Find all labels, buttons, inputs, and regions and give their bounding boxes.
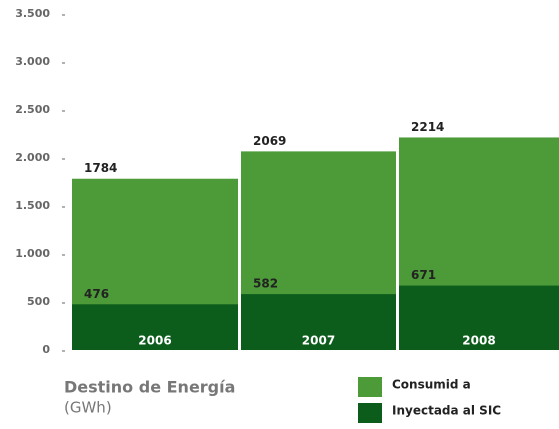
bar xyxy=(241,294,396,350)
chart-title: Destino de Energía xyxy=(64,378,235,397)
y-tick-label: 2.500 xyxy=(15,103,50,116)
y-tick-label: 0 xyxy=(42,343,50,356)
x-tick-label: 2006 xyxy=(138,334,171,348)
legend-swatch xyxy=(358,377,382,397)
y-tick-label: 1.500 xyxy=(15,199,50,212)
value-label: 582 xyxy=(253,277,278,291)
y-tick-label: 2.000 xyxy=(15,151,50,164)
value-label: 671 xyxy=(411,268,436,282)
y-tick-label: 3.000 xyxy=(15,55,50,68)
legend-label: Consumid a xyxy=(392,378,471,392)
y-tick-label: 500 xyxy=(27,295,50,308)
legend-swatch xyxy=(358,403,382,423)
legend-label: Inyectada al SIC xyxy=(392,404,501,418)
x-tick-label: 2007 xyxy=(302,334,335,348)
y-tick-label: 1.000 xyxy=(15,247,50,260)
value-label: 2214 xyxy=(411,120,444,134)
value-label: 2069 xyxy=(253,134,286,148)
value-label: 476 xyxy=(84,287,109,301)
chart-subtitle: (GWh) xyxy=(64,399,112,417)
bar xyxy=(399,285,559,350)
y-tick-label: 3.500 xyxy=(15,7,50,20)
x-tick-label: 2008 xyxy=(462,334,495,348)
bar xyxy=(72,304,238,350)
value-label: 1784 xyxy=(84,161,117,175)
